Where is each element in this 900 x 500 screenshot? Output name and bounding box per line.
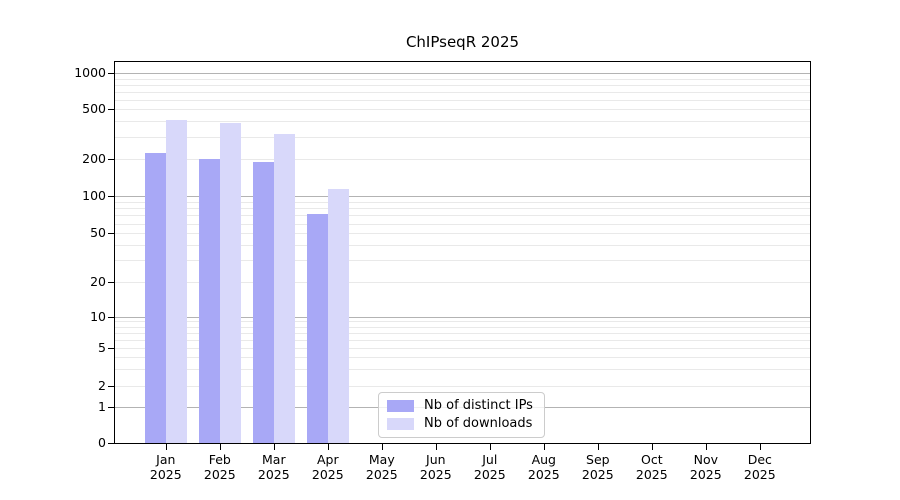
y-axis-tick-label: 1000 xyxy=(74,65,106,81)
legend-item-downloads: Nb of downloads xyxy=(387,417,536,431)
minor-gridline xyxy=(115,326,810,328)
legend-item-distinct-ips: Nb of distinct IPs xyxy=(387,399,536,413)
y-axis-tick-label: 5 xyxy=(98,340,106,356)
minor-gridline xyxy=(115,332,810,334)
legend-swatch-downloads xyxy=(387,418,414,430)
y-axis-tick-label: 500 xyxy=(82,101,106,117)
bar-distinct-ips xyxy=(252,161,274,443)
minor-gridline xyxy=(115,369,810,371)
y-axis-tick xyxy=(108,407,114,409)
plot-area xyxy=(114,61,811,444)
x-axis-tick-label: Dec 2025 xyxy=(743,452,776,482)
minor-gridline xyxy=(115,159,810,160)
bar-distinct-ips xyxy=(198,159,220,443)
y-axis-tick xyxy=(108,316,114,318)
x-axis-tick-label: May 2025 xyxy=(365,452,398,482)
x-axis-tick-label: Aug 2025 xyxy=(527,452,560,482)
x-axis-tick-label: Apr 2025 xyxy=(311,452,344,482)
y-axis-tick-label: 50 xyxy=(90,225,106,241)
x-axis-tick xyxy=(597,444,599,450)
x-axis-tick-label: Mar 2025 xyxy=(257,452,290,482)
minor-gridline xyxy=(115,201,810,203)
minor-gridline xyxy=(115,84,810,86)
major-gridline xyxy=(115,316,810,318)
y-axis-tick-label: 1 xyxy=(98,399,106,415)
x-axis-tick xyxy=(165,444,167,450)
minor-gridline xyxy=(115,99,810,101)
minor-gridline xyxy=(115,215,810,217)
minor-gridline xyxy=(115,223,810,225)
x-axis-tick-label: Jan 2025 xyxy=(149,452,182,482)
y-axis-tick xyxy=(108,159,114,160)
bar-downloads xyxy=(327,188,349,443)
minor-gridline xyxy=(115,386,810,387)
minor-gridline xyxy=(115,357,810,359)
x-axis-tick xyxy=(381,444,383,450)
y-axis-tick xyxy=(108,443,114,445)
bar-downloads xyxy=(165,120,187,443)
minor-gridline xyxy=(115,78,810,80)
minor-gridline xyxy=(115,233,810,235)
minor-gridline xyxy=(115,208,810,210)
minor-gridline xyxy=(115,245,810,247)
y-axis-tick xyxy=(108,233,114,235)
y-axis-tick xyxy=(108,348,114,350)
y-axis-tick-label: 200 xyxy=(82,151,106,166)
bar-downloads xyxy=(273,134,295,443)
x-axis-tick-label: Nov 2025 xyxy=(689,452,722,482)
y-axis-tick xyxy=(108,281,114,283)
y-axis-tick xyxy=(108,109,114,111)
x-axis-tick xyxy=(273,444,275,450)
minor-gridline xyxy=(115,260,810,262)
bar-downloads xyxy=(219,123,241,443)
x-axis-tick xyxy=(435,444,437,450)
y-axis-tick xyxy=(108,196,114,198)
minor-gridline xyxy=(115,339,810,341)
x-axis-tick-label: Feb 2025 xyxy=(203,452,236,482)
minor-gridline xyxy=(115,281,810,283)
x-axis-tick xyxy=(705,444,707,450)
bar-distinct-ips xyxy=(306,213,328,443)
x-axis-tick xyxy=(543,444,545,450)
major-gridline xyxy=(115,196,810,198)
x-axis-tick xyxy=(759,444,761,450)
minor-gridline xyxy=(115,91,810,93)
major-gridline xyxy=(115,73,810,75)
y-axis-tick-label: 2 xyxy=(98,378,106,393)
bar-distinct-ips xyxy=(144,152,166,443)
minor-gridline xyxy=(115,137,810,138)
legend-swatch-distinct-ips xyxy=(387,400,414,412)
y-axis-tick xyxy=(108,73,114,75)
legend: Nb of distinct IPs Nb of downloads xyxy=(378,392,545,438)
y-axis-tick-label: 100 xyxy=(82,188,106,204)
minor-gridline xyxy=(115,348,810,350)
x-axis-tick-label: Oct 2025 xyxy=(635,452,668,482)
x-axis-tick-label: Jul 2025 xyxy=(473,452,506,482)
minor-gridline xyxy=(115,109,810,111)
legend-label-distinct-ips: Nb of distinct IPs xyxy=(424,398,533,413)
minor-gridline xyxy=(115,121,810,123)
y-axis-tick xyxy=(108,386,114,387)
y-axis-tick-label: 20 xyxy=(90,273,106,289)
chart-title: ChIPseqR 2025 xyxy=(405,33,520,51)
minor-gridline xyxy=(115,321,810,323)
x-axis-tick xyxy=(327,444,329,450)
y-axis-tick-label: 0 xyxy=(98,435,106,451)
x-axis-tick-label: Sep 2025 xyxy=(581,452,614,482)
x-axis-tick xyxy=(651,444,653,450)
x-axis-tick xyxy=(219,444,221,450)
x-axis-tick xyxy=(489,444,491,450)
legend-label-downloads: Nb of downloads xyxy=(424,416,533,431)
y-axis-tick-label: 10 xyxy=(90,308,106,324)
x-axis-tick-label: Jun 2025 xyxy=(419,452,452,482)
